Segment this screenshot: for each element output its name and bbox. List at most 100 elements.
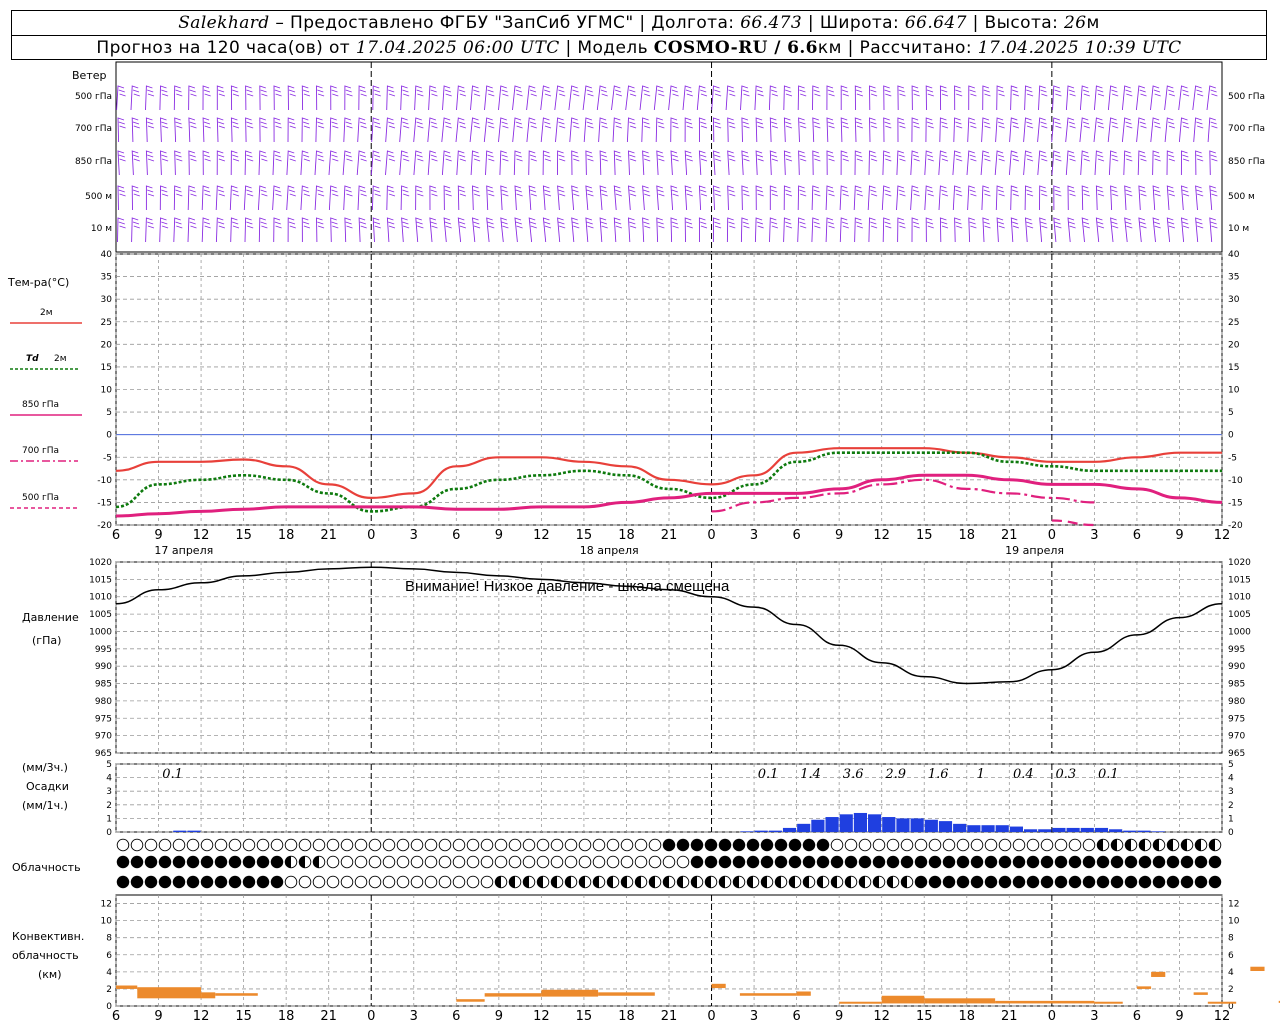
wind-barb (159, 185, 169, 211)
cloud-circle (620, 838, 634, 852)
cloud-half (593, 876, 599, 888)
cloud-low (732, 875, 746, 889)
cloud-fill (943, 856, 955, 868)
cloud-fill (1013, 876, 1025, 888)
convective-tick-right: 6 (1228, 951, 1234, 961)
wind-barb (1108, 150, 1119, 176)
cloud-circle (256, 838, 270, 852)
cloud-fill (145, 876, 157, 888)
wind-barb (372, 217, 381, 243)
latitude-value: 66.647 (904, 13, 967, 33)
cloud-circle (368, 875, 382, 889)
precip-bar (754, 830, 768, 832)
temperature-tick-right: 25 (1228, 318, 1239, 328)
wind-barb (1152, 150, 1161, 176)
altitude-value: 26 (1064, 13, 1087, 33)
convective-hour-label: 6 (452, 1009, 460, 1024)
convective-bar (924, 998, 996, 1004)
convective-tick-left: 12 (101, 900, 112, 910)
cloud-circle (410, 855, 424, 869)
wind-barb (611, 85, 623, 111)
wind-barb (1093, 85, 1105, 111)
cloud-high (214, 838, 228, 852)
temperature-hour-label: 9 (835, 528, 843, 543)
cloud-fill (201, 876, 213, 888)
cloud-high (900, 838, 914, 852)
cloud-half (901, 876, 907, 888)
cloud-mid (116, 855, 130, 869)
wind-barb (1025, 217, 1034, 243)
cloud-high (284, 838, 298, 852)
wind-barb (939, 117, 949, 143)
convective-bar (839, 1001, 882, 1004)
cloud-half (509, 876, 515, 888)
date-label: 17 апреля (154, 544, 213, 557)
cloud-fill (229, 876, 241, 888)
precip-panel-title: Осадки (26, 780, 69, 793)
wind-barb (642, 185, 651, 211)
pressure-tick-right: 965 (1228, 749, 1245, 759)
precip-bar (782, 827, 797, 832)
precip-bar (825, 817, 839, 832)
cloud-circle (494, 855, 508, 869)
convective-tick-right: 0 (1228, 1002, 1234, 1012)
wind-barb (911, 85, 920, 111)
wind-barb (867, 185, 878, 211)
wind-barb (613, 150, 623, 176)
cloud-mid (396, 855, 410, 869)
cloud-low (1194, 875, 1208, 889)
cloud-mid (872, 855, 886, 869)
cloud-low (340, 875, 354, 889)
precip-bar (1009, 826, 1023, 832)
legend-500-label: 500 гПа (22, 493, 59, 503)
wind-barb (229, 185, 240, 211)
cloud-mid (746, 855, 760, 869)
cloud-low (396, 875, 410, 889)
cloud-low (228, 875, 242, 889)
cloud-half (705, 876, 711, 888)
pressure-tick-right: 985 (1228, 680, 1245, 690)
precip-bar (1052, 827, 1066, 832)
cloud-fill (131, 856, 143, 868)
precip-tick-left: 3 (106, 787, 112, 797)
cloud-circle (844, 838, 858, 852)
cloud-circle (452, 875, 466, 889)
precip-bar (1094, 827, 1109, 832)
cloud-circle (1068, 838, 1082, 852)
cloud-low (1110, 875, 1124, 889)
wind-barb (883, 117, 892, 143)
wind-barb (698, 217, 708, 243)
wind-barb (911, 117, 920, 143)
wind-barb (245, 117, 254, 143)
precip-bar (995, 825, 1009, 832)
cloud-low (144, 875, 158, 889)
wind-barb (457, 217, 467, 243)
precip-bar (938, 821, 953, 832)
pressure-tick-right: 970 (1228, 732, 1245, 742)
cloud-half (733, 876, 739, 888)
cloud-high (1166, 838, 1180, 852)
cloud-circle (130, 838, 144, 852)
precip-tick-right: 3 (1228, 787, 1234, 797)
wind-barb (500, 185, 509, 211)
convective-tick-right: 12 (1228, 900, 1239, 910)
cloud-half (649, 876, 655, 888)
cloud-high (312, 838, 326, 852)
cloud-mid (1068, 855, 1082, 869)
wind-barb (727, 150, 736, 176)
wind-barb (869, 85, 878, 111)
cloud-fill (1097, 876, 1109, 888)
wind-barb (1180, 150, 1190, 176)
wind-barb (512, 85, 523, 111)
wind-barb (853, 185, 864, 211)
wind-barb (328, 150, 339, 176)
temperature-hour-label: 6 (792, 528, 800, 543)
wind-barb (414, 85, 424, 111)
temperature-tick-right: 35 (1228, 273, 1239, 283)
cloud-fill (817, 856, 829, 868)
precip-3h-label: 1 (977, 767, 985, 782)
cloud-mid (1054, 855, 1068, 869)
wind-barb (173, 85, 183, 111)
wind-barb (1138, 185, 1147, 211)
wind-barb (783, 217, 793, 243)
